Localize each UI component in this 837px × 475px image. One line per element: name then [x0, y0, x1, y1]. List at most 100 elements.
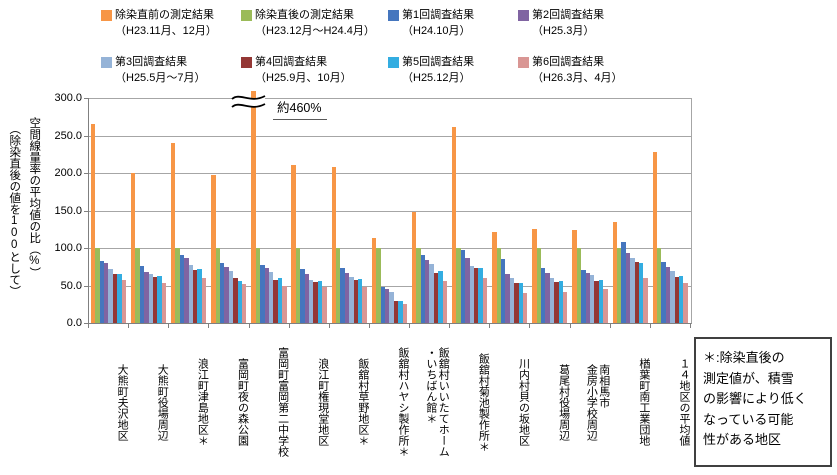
- bar-group: [290, 98, 330, 323]
- legend-item-period: （H25.3月）: [532, 24, 595, 37]
- category-label: 富岡町富岡第二中学校: [276, 347, 289, 457]
- y-tick-mark: [84, 98, 89, 99]
- bar: [572, 230, 577, 323]
- gridline: [89, 248, 691, 249]
- bar: [90, 124, 96, 323]
- bar: [589, 275, 595, 323]
- bar: [558, 281, 564, 323]
- bar: [460, 250, 466, 323]
- legend-swatch-icon: [518, 56, 529, 68]
- bar-group: [129, 98, 169, 323]
- y-tick-label: 0.0: [66, 317, 82, 329]
- bar: [393, 300, 399, 323]
- category-label: 南相馬市 金房小学校周辺: [585, 363, 610, 441]
- x-tick-mark: [649, 323, 651, 328]
- legend-swatch-icon: [101, 10, 112, 21]
- bar: [340, 267, 345, 323]
- x-tick-mark: [529, 323, 531, 328]
- category-label: １４地区の平均値: [677, 358, 690, 446]
- legend-item-text: 第5回調査結果 （H25.12月）: [402, 55, 474, 87]
- bar: [268, 272, 274, 323]
- bar: [425, 260, 430, 323]
- bar: [139, 266, 145, 323]
- bar: [344, 272, 350, 323]
- legend-item-text: 除染直前の測定結果 （H23.11月、12月）: [115, 8, 217, 40]
- y-tick-mark: [84, 210, 89, 212]
- gridline: [89, 285, 691, 287]
- bar: [612, 221, 617, 323]
- bar: [661, 261, 666, 323]
- bar: [643, 278, 648, 323]
- axis-break-icon: [231, 95, 266, 108]
- bar: [545, 272, 550, 323]
- x-tick-mark: [288, 323, 290, 328]
- bar: [130, 173, 136, 323]
- legend-item-period: （H26.3月、4月）: [532, 71, 623, 84]
- bar-group: [571, 98, 611, 323]
- y-tick-mark: [84, 135, 89, 137]
- bar: [353, 280, 358, 323]
- bar: [478, 268, 483, 323]
- x-tick-mark: [569, 323, 571, 328]
- bar: [411, 212, 417, 323]
- bar: [674, 276, 680, 323]
- y-axis-subtitle: （除染直後の値を100として）: [8, 123, 21, 297]
- bar: [473, 268, 479, 323]
- bar: [322, 287, 327, 323]
- bar: [376, 248, 381, 323]
- bar: [291, 164, 296, 323]
- category-label: 大熊町夫沢地区: [116, 363, 129, 441]
- legend-swatch-icon: [388, 56, 399, 68]
- bar: [634, 262, 639, 323]
- bar: [576, 248, 582, 323]
- x-tick-mark: [248, 323, 250, 328]
- bar: [679, 275, 684, 323]
- bar-group: [410, 98, 450, 323]
- bar: [509, 278, 515, 323]
- y-tick-label: 300.0: [54, 92, 82, 104]
- bar: [532, 229, 537, 323]
- legend-item: 第6回調査結果 （H26.3月、4月）: [518, 55, 688, 87]
- legend-item-label: 第5回調査結果: [402, 55, 475, 68]
- bar: [273, 279, 278, 323]
- bar: [362, 287, 367, 323]
- bar: [594, 281, 599, 323]
- bar-group: [370, 98, 410, 323]
- legend-item-period: （H23.11月、12月）: [115, 24, 217, 37]
- bar: [469, 266, 474, 323]
- bar: [331, 167, 336, 323]
- bar: [211, 174, 216, 323]
- bar: [121, 280, 126, 323]
- x-tick-mark: [88, 323, 89, 328]
- y-tick-label: 50.0: [60, 279, 82, 292]
- bar: [616, 248, 622, 323]
- bar: [233, 278, 238, 323]
- bar: [171, 143, 176, 323]
- bar: [260, 265, 265, 323]
- x-tick-mark: [168, 323, 170, 328]
- legend-swatch-icon: [241, 10, 252, 21]
- bar: [184, 257, 189, 323]
- legend-item-period: （H25.12月）: [402, 71, 471, 84]
- category-label: 飯舘村菊池製作所＊: [477, 352, 490, 452]
- bar: [317, 281, 323, 323]
- bar: [451, 127, 457, 323]
- bar: [264, 267, 269, 323]
- bar: [541, 268, 546, 323]
- x-tick-mark: [449, 323, 451, 328]
- bar: [563, 291, 568, 323]
- legend-item-label: 除染直後の測定結果: [255, 9, 354, 21]
- gridline: [89, 210, 691, 212]
- y-tick-label: 150.0: [54, 204, 82, 217]
- legend-swatch-icon: [518, 10, 529, 21]
- legend-item-period: （H24.10月）: [402, 24, 471, 37]
- bar: [465, 257, 470, 323]
- bar: [197, 269, 202, 323]
- bar: [603, 288, 608, 323]
- legend-item-label: 第6回調査結果: [532, 55, 605, 68]
- break-annotation: 約460%: [273, 97, 328, 120]
- bar-group: [450, 98, 490, 323]
- legend-item-text: 第2回調査結果 （H25.3月）: [532, 8, 604, 40]
- bar: [241, 284, 247, 323]
- category-label: 飯舘村草野地区＊: [356, 358, 369, 446]
